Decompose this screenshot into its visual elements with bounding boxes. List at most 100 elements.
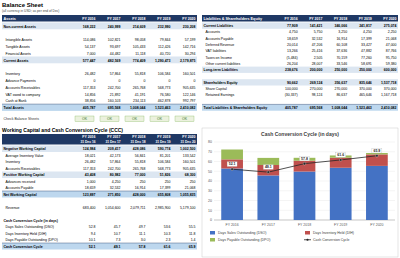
row-value: 600,000	[384, 68, 397, 72]
row-value: 114,086	[83, 38, 95, 42]
row-value: 106,584	[158, 72, 171, 76]
total-row-bg	[202, 104, 398, 110]
row-value: 122,146	[183, 93, 196, 97]
data-label: 61.6	[337, 153, 344, 157]
check-value: OK	[132, 117, 138, 121]
row-value: 106,584	[158, 160, 171, 164]
total-row-bg	[2, 191, 197, 198]
row-value: 30,294	[185, 52, 196, 56]
row-value: 0	[94, 79, 96, 83]
table-header: FY 2016	[285, 17, 298, 21]
row-value: 56,841	[135, 154, 146, 158]
row-value: 0	[119, 79, 121, 83]
row-label: Advances received	[6, 180, 36, 184]
row-value: 60,108	[336, 43, 347, 47]
row-value: 45.7	[114, 225, 121, 229]
row-value: 102,821	[108, 38, 121, 42]
row-value: 26,482	[85, 160, 96, 164]
row-value: 95,750	[386, 56, 397, 60]
x-tick-label: FY 2018	[298, 223, 311, 227]
row-label: Deferred Revenue	[206, 43, 235, 47]
row-value: 43,408	[85, 173, 96, 177]
row-value: 124,984	[83, 147, 96, 151]
row-value: 21,068	[185, 186, 196, 190]
row-value: 77,000	[135, 173, 146, 177]
x-tick-label: FY 2020	[370, 223, 383, 227]
table-header-date: 31 Dec 17	[106, 140, 121, 144]
x-tick-label: FY 2019	[334, 223, 347, 227]
row-value: 7.3	[116, 238, 121, 242]
row-value: 835,646	[359, 81, 372, 85]
row-value: 242,700	[108, 167, 121, 171]
table-header: FY 2018	[334, 17, 347, 21]
row-value: 568,773	[158, 167, 171, 171]
row-label: Inventory	[6, 160, 21, 164]
row-value: 270,000	[310, 87, 323, 91]
row-label: Days Payable Outstanding (DPO)	[6, 238, 58, 242]
row-label: Intangible Assets	[6, 38, 33, 42]
legend-swatch	[210, 238, 215, 242]
row-value: 2,179,875	[180, 59, 196, 63]
legend-label: Days Inventory Held (DIH)	[313, 231, 354, 235]
data-label-box	[336, 152, 346, 157]
bar	[366, 153, 388, 154]
data-label-box	[372, 148, 382, 153]
row-value: 265,768	[133, 86, 146, 90]
row-value: 28,007	[312, 62, 323, 66]
row-value: 55.5	[189, 225, 196, 229]
row-value: 57,864	[110, 72, 121, 76]
row-value: 37,636	[336, 49, 347, 53]
check-value: OK	[157, 117, 163, 121]
row-value: 590,774	[158, 147, 171, 151]
legend-swatch	[304, 239, 311, 240]
row-value: 428,086	[133, 147, 146, 151]
row-value: 2,410,082	[180, 106, 196, 110]
row-value: 1,008,044	[332, 106, 348, 110]
row-value: 57,199	[185, 38, 196, 42]
data-label: 57.8	[301, 157, 308, 161]
row-value: 77,909	[287, 24, 298, 28]
row-value: 16,914	[336, 37, 347, 41]
table-header: FY 2019	[157, 17, 170, 21]
row-value: 93,697	[110, 45, 121, 49]
row-value: 2,410,082	[381, 106, 397, 110]
row-label: Current Assets	[4, 59, 29, 63]
row-value: 117,353	[83, 86, 95, 90]
row-value: 21,068	[386, 37, 397, 41]
row-value: 1,523,463	[155, 106, 171, 110]
legend-label: Cash Conversion Cycle	[313, 238, 350, 242]
row-label: Non-current Assets	[4, 25, 36, 29]
row-label: Long-term Liabilities	[204, 68, 238, 72]
row-value: 232,990	[158, 25, 171, 29]
row-value: 26,482	[85, 72, 96, 76]
row-value: 1,054,600	[105, 206, 121, 210]
row-value: 105,433	[133, 45, 146, 49]
data-label: 52.1	[229, 162, 236, 166]
row-value: 32,532	[312, 37, 323, 41]
row-value: 160,103	[108, 99, 121, 103]
row-value: 26,204	[287, 62, 298, 66]
row-value: 269,124	[310, 81, 323, 85]
table-header-date: 31 Dec 19	[156, 140, 171, 144]
check-box	[175, 116, 194, 122]
row-value: 32,532	[110, 186, 121, 190]
row-value: 2.3	[166, 238, 171, 242]
row-value: 577,447	[83, 59, 96, 63]
row-value: 1,167,718	[381, 93, 397, 97]
row-label: VAT liabilities	[206, 49, 227, 53]
row-value: 10.7	[114, 232, 121, 236]
row-value: 20,014	[287, 43, 298, 47]
total-row-border	[2, 243, 197, 244]
check-value: OK	[107, 117, 113, 121]
bar	[366, 166, 388, 220]
row-value: 465,646	[359, 93, 372, 97]
row-value: 90,662	[287, 81, 298, 85]
table-header-date: 31 Dec 20	[181, 140, 196, 144]
row-value: 5,179,100	[180, 206, 196, 210]
row-value: 1,008,044	[130, 106, 146, 110]
row-value: 2,079,711	[130, 206, 145, 210]
row-label: Cash Conversion Cycle	[4, 245, 43, 249]
table-header: FY 2019	[157, 135, 170, 139]
row-value: 52.8	[89, 225, 96, 229]
row-label: Accounts	[206, 30, 221, 34]
